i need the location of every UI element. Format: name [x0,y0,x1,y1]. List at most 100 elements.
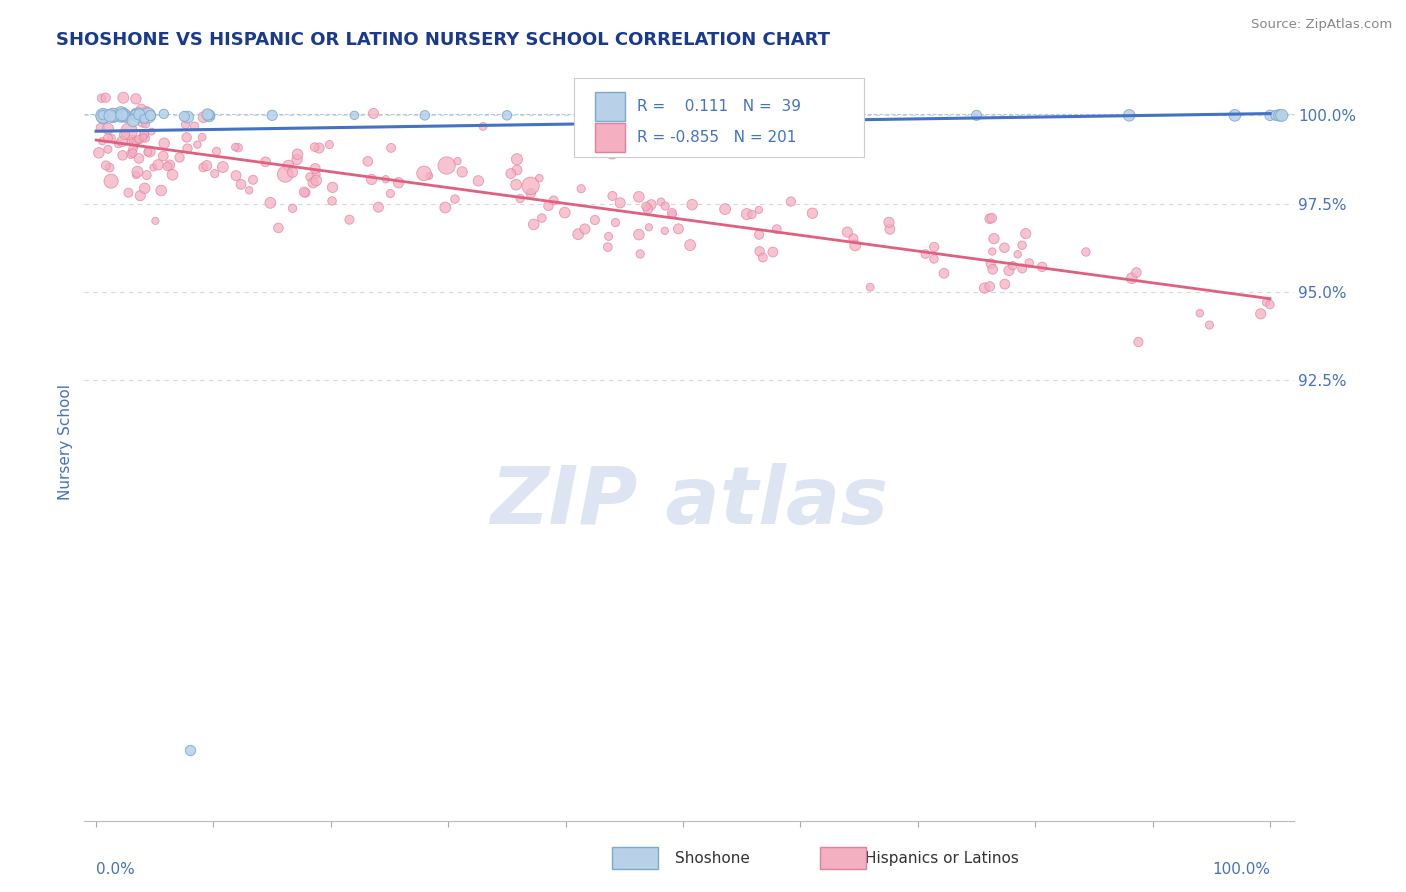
Point [1198,318,1220,332]
Point [183,120,205,134]
Point [110,107,132,121]
Point [731,108,754,122]
Point [844,238,866,252]
Point [90,91,112,105]
Point [281,202,304,216]
Point [238,183,260,197]
Point [226,141,249,155]
Point [225,169,247,183]
Point [1258,108,1281,122]
Point [118,124,141,138]
Point [176,130,198,145]
Point [979,211,1001,226]
Point [914,247,936,261]
Point [193,161,215,175]
Point [413,108,436,122]
Point [980,211,1002,226]
Point [600,146,623,161]
Point [267,221,290,235]
Point [195,159,218,173]
Point [583,213,606,227]
Point [179,743,201,757]
Point [529,171,551,186]
Point [254,154,277,169]
Point [100,131,122,145]
Point [981,244,1004,259]
Point [596,240,619,254]
Point [1074,244,1097,259]
Point [91,109,114,123]
Point [467,174,489,188]
Point [107,109,129,123]
Point [125,135,148,149]
Point [801,206,824,220]
Point [97,142,120,156]
Point [1001,259,1024,273]
Point [321,194,343,208]
Point [637,202,659,216]
Point [125,92,148,106]
Point [1271,108,1294,122]
Point [627,227,650,242]
Text: ZIP atlas: ZIP atlas [489,463,889,541]
Point [640,197,662,211]
Point [506,153,529,167]
Point [654,199,676,213]
Point [509,192,531,206]
Point [318,137,340,152]
Point [129,102,152,116]
Point [598,229,620,244]
Point [650,194,672,209]
Point [112,91,135,105]
Point [681,197,703,211]
Point [613,108,636,122]
Point [115,109,138,123]
Point [308,141,330,155]
Point [1264,108,1286,122]
Point [153,136,176,151]
Point [242,173,264,187]
Point [162,168,184,182]
Point [574,222,596,236]
Point [122,135,145,149]
Point [1018,256,1040,270]
Bar [595,92,624,120]
Point [602,189,624,203]
Point [1118,108,1140,122]
Point [679,238,702,252]
Point [173,110,195,124]
Point [204,167,226,181]
Point [117,186,139,200]
Point [752,251,775,265]
Point [496,108,519,122]
Point [859,280,882,294]
Point [966,108,988,122]
Point [141,125,163,139]
Point [111,148,134,162]
Point [211,160,233,174]
Point [121,133,143,147]
Point [543,194,565,208]
Point [128,107,150,121]
Point [124,106,146,120]
Point [973,281,995,295]
Point [103,106,125,120]
Point [274,167,297,181]
Point [983,232,1005,246]
Point [93,110,115,124]
Point [339,212,361,227]
Point [1121,271,1143,285]
Point [714,202,737,216]
Point [735,207,758,221]
Point [530,211,553,225]
Point [380,186,402,201]
Point [152,149,174,163]
Point [107,136,129,151]
Point [298,169,321,184]
Point [322,180,344,194]
Point [654,224,676,238]
Point [174,118,197,132]
Point [176,141,198,155]
Point [605,216,627,230]
Point [91,108,114,122]
